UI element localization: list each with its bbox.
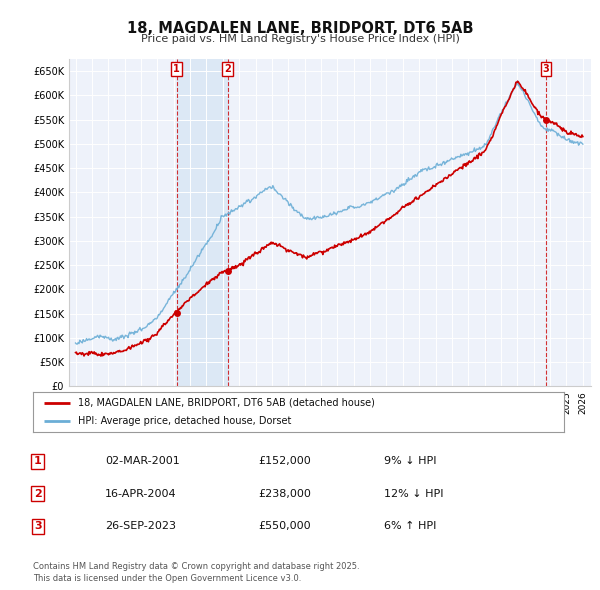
- Text: 2: 2: [34, 489, 41, 499]
- Text: 9% ↓ HPI: 9% ↓ HPI: [384, 457, 437, 466]
- Text: 26-SEP-2023: 26-SEP-2023: [105, 522, 176, 531]
- Text: 16-APR-2004: 16-APR-2004: [105, 489, 176, 499]
- Text: 18, MAGDALEN LANE, BRIDPORT, DT6 5AB: 18, MAGDALEN LANE, BRIDPORT, DT6 5AB: [127, 21, 473, 35]
- Text: Contains HM Land Registry data © Crown copyright and database right 2025.
This d: Contains HM Land Registry data © Crown c…: [33, 562, 359, 583]
- Text: 12% ↓ HPI: 12% ↓ HPI: [384, 489, 443, 499]
- Text: £238,000: £238,000: [258, 489, 311, 499]
- Text: £152,000: £152,000: [258, 457, 311, 466]
- Text: 2: 2: [224, 64, 231, 74]
- Text: Price paid vs. HM Land Registry's House Price Index (HPI): Price paid vs. HM Land Registry's House …: [140, 34, 460, 44]
- Text: 6% ↑ HPI: 6% ↑ HPI: [384, 522, 436, 531]
- Text: 18, MAGDALEN LANE, BRIDPORT, DT6 5AB (detached house): 18, MAGDALEN LANE, BRIDPORT, DT6 5AB (de…: [78, 398, 375, 408]
- Text: 1: 1: [173, 64, 180, 74]
- Text: £550,000: £550,000: [258, 522, 311, 531]
- Text: 02-MAR-2001: 02-MAR-2001: [105, 457, 180, 466]
- Bar: [176, 59, 227, 386]
- Text: HPI: Average price, detached house, Dorset: HPI: Average price, detached house, Dors…: [78, 416, 292, 426]
- Text: 3: 3: [34, 522, 41, 531]
- Text: 1: 1: [34, 457, 41, 466]
- Text: 3: 3: [542, 64, 549, 74]
